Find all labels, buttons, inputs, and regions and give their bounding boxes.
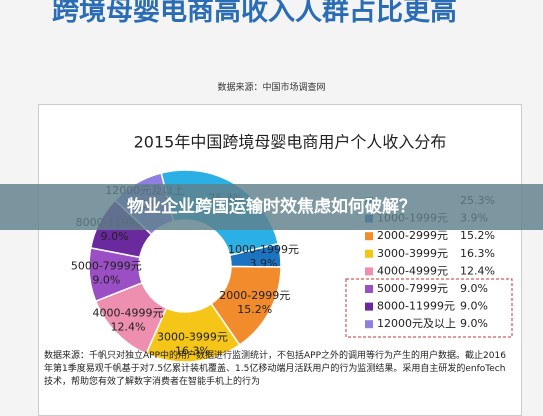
slice-category: 2000-2999元 xyxy=(219,289,290,302)
slice-value: 12.4% xyxy=(111,321,146,334)
legend-label: 5000-7999元 xyxy=(377,282,448,295)
legend-value: 12.4% xyxy=(460,264,495,277)
legend-value: 9.0% xyxy=(460,282,488,295)
legend-label: 8000-11999元 xyxy=(377,300,455,313)
legend-highlight xyxy=(345,278,513,338)
slice-value: 9.0% xyxy=(92,273,120,286)
legend-label: 2000-2999元 xyxy=(377,229,448,242)
slice-value: 15.2% xyxy=(237,303,272,316)
slice-category: 3000-3999元 xyxy=(157,331,228,344)
legend-swatch xyxy=(365,249,373,258)
legend-label: 4000-4999元 xyxy=(377,264,448,277)
legend-value: 16.3% xyxy=(460,247,495,260)
header-title: 跨境母婴电商高收入人群占比更高 xyxy=(52,0,457,27)
legend-value: 15.2% xyxy=(460,229,495,242)
legend-swatch xyxy=(365,320,373,329)
slice-value: 9.0% xyxy=(101,230,129,243)
legend-swatch xyxy=(365,267,373,276)
source: 数据来源：中国市场调查网 xyxy=(217,83,326,93)
slice-category: 1000-1999元 xyxy=(228,243,299,256)
legend-value: 9.0% xyxy=(460,317,488,330)
legend-swatch xyxy=(365,285,373,293)
legend-swatch xyxy=(365,302,373,311)
legend-label: 12000元及以上 xyxy=(377,317,456,330)
chart-title: 2015年中国跨境母婴电商用户个人收入分布 xyxy=(134,133,447,152)
footnote: 数据来源：千帆只对独立APP中的用户数据进行监测统计，不包括APP之外的调用等行… xyxy=(44,351,506,387)
slice-category: 5000-7999元 xyxy=(71,259,142,272)
slice-value: 16.3% xyxy=(175,345,210,358)
legend-swatch xyxy=(365,232,373,241)
legend-value: 9.0% xyxy=(460,300,488,313)
banner: 物业企业跨国运输时效焦虑如何破解？ xyxy=(0,184,543,230)
legend-label: 3000-3999元 xyxy=(377,247,448,260)
slice-category: 4000-4999元 xyxy=(92,307,163,320)
